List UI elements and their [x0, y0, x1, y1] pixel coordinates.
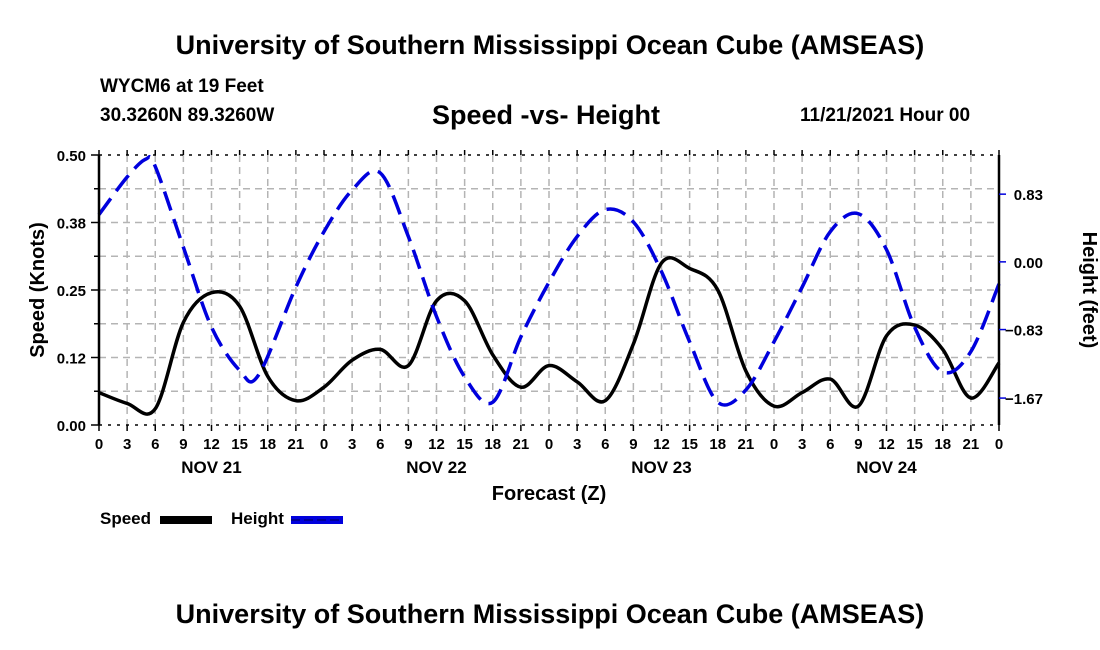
- x-tick-label: 21: [963, 436, 980, 453]
- y-tick-label: 0.38: [57, 216, 86, 233]
- x-tick-label: 18: [934, 436, 951, 453]
- x-tick-label: 21: [738, 436, 755, 453]
- y2-tick-label: 0.83: [1014, 187, 1043, 204]
- x-axis-title: Forecast (Z): [492, 483, 606, 505]
- coordinates-label: 30.3260N 89.3260W: [100, 105, 275, 126]
- station-label: WYCM6 at 19 Feet: [100, 76, 264, 97]
- x-tick-label: 0: [545, 436, 553, 453]
- x-tick-label: 15: [906, 436, 923, 453]
- y-axis-title: Speed (Knots): [27, 222, 49, 358]
- x-tick-label: 3: [798, 436, 806, 453]
- x-tick-label: 9: [854, 436, 862, 453]
- series-line-speed: [98, 256, 1001, 416]
- x-tick-label: 18: [259, 436, 276, 453]
- x-tick-label: 3: [573, 436, 581, 453]
- main-title: University of Southern Mississippi Ocean…: [175, 30, 925, 60]
- x-tick-label: 0: [320, 436, 328, 453]
- x-tick-label: 15: [231, 436, 248, 453]
- legend-height-label: Height: [231, 509, 284, 528]
- x-tick-label: 18: [484, 436, 501, 453]
- y-tick-label: 0.12: [57, 351, 86, 368]
- legend-speed-swatch: [160, 516, 212, 524]
- x-tick-label: 3: [348, 436, 356, 453]
- x-tick-label: 15: [681, 436, 698, 453]
- x-tick-label: 0: [770, 436, 778, 453]
- axis-labels: 0 3 6 9 12 15 18 21 0 3 6 9 12 15 18 21 0 3 6 9 12 15 18 21 0 3 6 9…: [27, 148, 1100, 524]
- y-tick-label: 0.00: [57, 418, 86, 435]
- x-tick-label: 15: [456, 436, 473, 453]
- x-tick-label: 12: [203, 436, 220, 453]
- x-day-label: NOV 21: [181, 458, 241, 477]
- series-line-height: [97, 154, 1001, 407]
- x-tick-label: 6: [601, 436, 609, 453]
- y2-tick-label: −0.83: [1005, 323, 1043, 340]
- y2-tick-label: −1.67: [1005, 391, 1043, 408]
- x-tick-label: 12: [878, 436, 895, 453]
- x-tick-label: 0: [95, 436, 103, 453]
- legend-speed-label: Speed: [100, 509, 152, 528]
- y-tick-label: 0.25: [57, 283, 86, 300]
- x-tick-label: 3: [123, 436, 131, 453]
- x-tick-label: 9: [629, 436, 637, 453]
- x-day-label: NOV 23: [631, 458, 691, 477]
- x-tick-label: 12: [653, 436, 670, 453]
- x-day-label: NOV 22: [406, 458, 466, 477]
- x-tick-label: 21: [513, 436, 530, 453]
- forecast-datetime: 11/21/2021 Hour 00: [800, 105, 971, 126]
- x-tick-label: 18: [709, 436, 726, 453]
- footer-title: University of Southern Mississippi Ocean…: [175, 599, 925, 629]
- x-tick-label: 21: [288, 436, 305, 453]
- x-day-label: NOV 24: [856, 458, 917, 477]
- x-tick-label: 9: [179, 436, 187, 453]
- grid: [99, 155, 999, 425]
- x-tick-label: 0: [995, 436, 1003, 453]
- axes: [91, 150, 1006, 431]
- x-tick-label: 6: [151, 436, 159, 453]
- y2-tick-label: 0.00: [1014, 255, 1043, 272]
- x-tick-label: 6: [826, 436, 834, 453]
- y-tick-label: 0.50: [57, 148, 86, 165]
- y2-axis-title: Height (feet): [1078, 232, 1100, 349]
- x-tick-label: 9: [404, 436, 412, 453]
- series-layer: [97, 154, 1001, 416]
- x-tick-label: 6: [376, 436, 384, 453]
- x-tick-label: 12: [428, 436, 445, 453]
- chart-title: Speed -vs- Height: [432, 100, 661, 130]
